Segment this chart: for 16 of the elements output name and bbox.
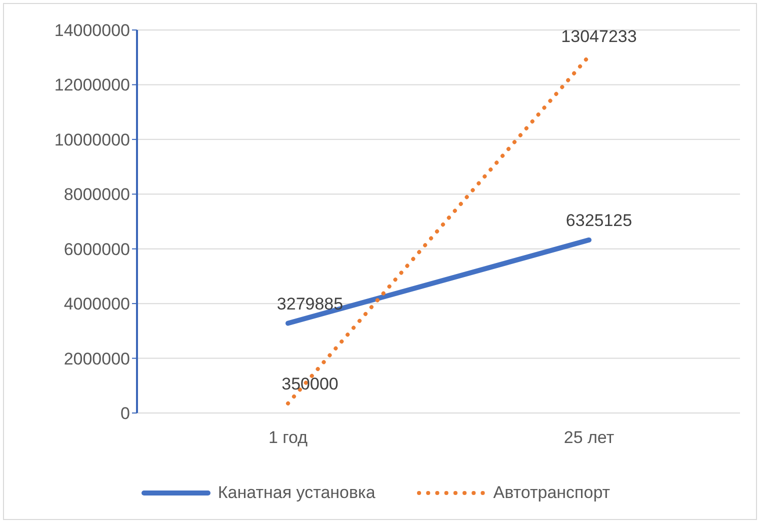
data-label: 6325125 <box>566 210 632 230</box>
y-tick-label: 6000000 <box>64 240 130 259</box>
legend-label: Канатная установка <box>218 483 376 503</box>
data-label: 350000 <box>282 374 338 394</box>
x-tick-label: 1 год <box>268 428 308 448</box>
y-tick-label: 8000000 <box>64 185 130 204</box>
data-label: 13047233 <box>561 27 637 46</box>
y-tick-label: 14000000 <box>54 21 130 40</box>
x-tick-label: 25 лет <box>564 428 614 448</box>
y-tick-label: 12000000 <box>54 76 130 95</box>
y-tick-label: 0 <box>120 404 130 424</box>
y-tick-label: 4000000 <box>64 294 130 314</box>
data-label: 3279885 <box>276 294 344 314</box>
y-tick-label: 10000000 <box>54 130 130 150</box>
legend-label: Автотранспорт <box>493 483 610 503</box>
y-tick-label: 2000000 <box>64 349 130 368</box>
